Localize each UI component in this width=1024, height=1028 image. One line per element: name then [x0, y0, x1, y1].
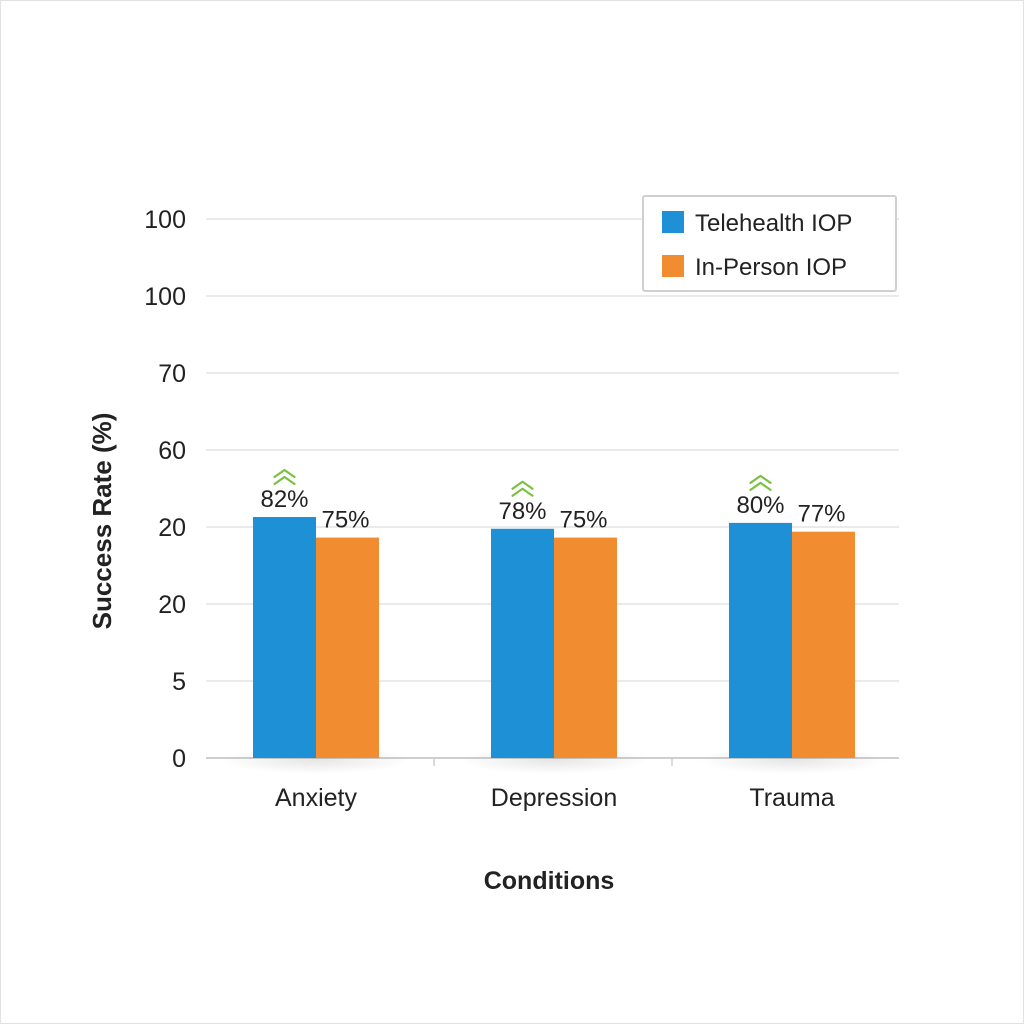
x-tick-label: Depression	[491, 784, 617, 812]
y-tick-label: 60	[158, 437, 186, 465]
bar-telehealth-anxiety	[253, 517, 316, 758]
y-tick-label: 100	[144, 283, 186, 311]
bar-telehealth-depression	[491, 528, 554, 758]
bar-telehealth-trauma	[729, 522, 792, 758]
x-axis-ticks: Anxiety Depression Trauma	[275, 784, 835, 812]
y-tick-label: 20	[158, 591, 186, 619]
legend-box	[642, 195, 897, 292]
y-tick-label: 20	[158, 514, 186, 542]
y-tick-label: 0	[172, 745, 186, 773]
bars	[253, 517, 855, 758]
up-chevron-icon	[749, 474, 772, 491]
data-label: 77%	[797, 501, 845, 528]
legend-label-telehealth: Telehealth IOP	[695, 210, 852, 237]
bar-in-person-depression	[554, 537, 617, 758]
bar-in-person-trauma	[792, 531, 855, 758]
y-axis-title: Success Rate (%)	[87, 413, 117, 630]
data-label: 82%	[260, 486, 308, 513]
legend-swatch-telehealth	[662, 211, 684, 233]
x-tick-label: Anxiety	[275, 784, 357, 812]
y-tick-label: 100	[144, 206, 186, 234]
legend-swatch-in-person	[662, 255, 684, 277]
bar-in-person-anxiety	[316, 537, 379, 758]
legend-label-in-person: In-Person IOP	[695, 254, 847, 281]
data-label: 78%	[498, 498, 546, 525]
y-tick-label: 5	[172, 668, 186, 696]
x-tick-label: Trauma	[749, 784, 834, 812]
data-labels: 82% 75% 78% 75% 80% 77%	[260, 468, 846, 534]
data-label: 75%	[559, 507, 607, 534]
legend: Telehealth IOP In-Person IOP	[642, 195, 897, 292]
up-chevron-icon	[511, 480, 534, 497]
y-axis-ticks: 0 5 20 20 60 70 100 100	[144, 206, 186, 773]
y-tick-label: 70	[158, 360, 186, 388]
x-axis-title: Conditions	[484, 867, 615, 895]
up-chevron-icon	[273, 468, 296, 486]
data-label: 80%	[736, 492, 784, 519]
data-label: 75%	[321, 507, 369, 534]
